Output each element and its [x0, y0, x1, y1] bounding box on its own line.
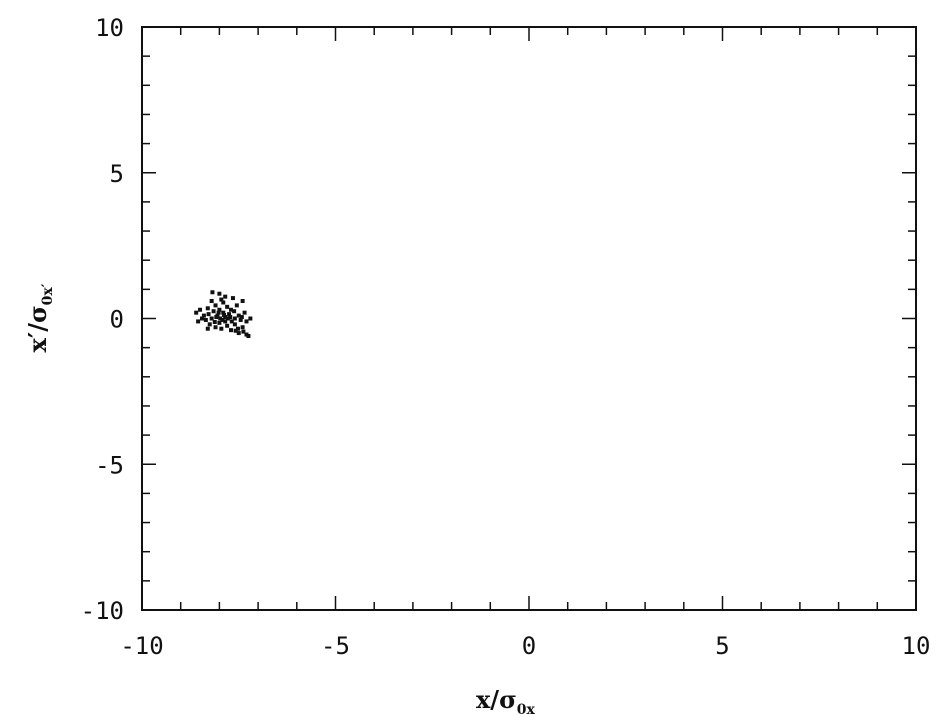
data-point — [206, 312, 211, 317]
data-point — [216, 310, 221, 315]
y-axis-label-main: x′/σ — [23, 305, 52, 352]
x-axis-label: x/σ0x — [476, 685, 536, 718]
data-point — [218, 316, 223, 321]
data-point — [201, 313, 206, 318]
plot-frame — [141, 26, 917, 611]
data-point — [213, 303, 218, 308]
data-point — [232, 316, 237, 321]
data-point — [194, 310, 199, 315]
data-point — [223, 319, 228, 324]
data-point — [219, 326, 224, 331]
data-point — [241, 329, 246, 334]
data-point — [205, 306, 210, 311]
data-points — [194, 290, 253, 338]
data-point — [232, 309, 237, 314]
data-point — [238, 317, 243, 322]
data-point — [209, 299, 214, 304]
data-point — [210, 290, 215, 295]
data-point — [223, 294, 228, 299]
data-point — [240, 299, 245, 304]
data-point — [236, 331, 241, 336]
data-point — [230, 296, 235, 301]
y-tick-label: 10 — [95, 14, 124, 42]
data-point — [203, 317, 208, 322]
y-axis-label-group: x′/σ0x′ — [23, 283, 56, 352]
data-point — [221, 310, 226, 315]
data-point — [236, 313, 241, 318]
y-axis-label-sub: 0x′ — [40, 283, 56, 305]
data-point — [242, 310, 247, 315]
data-point — [225, 304, 230, 309]
data-point — [213, 325, 218, 330]
data-point — [246, 333, 251, 338]
data-point — [244, 319, 249, 324]
data-point — [239, 315, 244, 320]
data-point — [227, 312, 232, 317]
data-point — [229, 319, 234, 324]
data-point — [240, 325, 245, 330]
x-tick-label: -10 — [120, 632, 163, 660]
data-point — [222, 313, 227, 318]
data-point — [228, 315, 233, 320]
x-axis-label-sub: 0x — [517, 702, 536, 718]
x-tick-labels: -10 -5 0 5 10 — [120, 632, 930, 660]
data-point — [235, 326, 240, 331]
data-point — [196, 319, 201, 324]
x-axis-label-main: x/σ — [476, 685, 517, 714]
data-point — [225, 316, 230, 321]
data-point — [232, 322, 237, 327]
data-point — [229, 328, 234, 333]
x-tick-label: 10 — [902, 632, 931, 660]
data-point — [217, 320, 222, 325]
tick-marks — [141, 26, 917, 611]
x-tick-label: -5 — [321, 632, 350, 660]
y-tick-labels: -10 -5 0 5 10 — [81, 14, 124, 625]
data-point — [198, 307, 203, 312]
data-point — [199, 316, 204, 321]
data-point — [225, 323, 230, 328]
data-point — [233, 328, 238, 333]
y-tick-label: -5 — [95, 451, 124, 479]
y-tick-label: -10 — [81, 597, 124, 625]
data-point — [229, 307, 234, 312]
data-point — [220, 317, 225, 322]
y-axis-label: x′/σ0x′ — [23, 283, 56, 352]
data-point — [205, 326, 210, 331]
x-tick-label: 5 — [715, 632, 729, 660]
data-point — [223, 315, 228, 320]
data-point — [221, 300, 226, 305]
data-point — [217, 307, 222, 312]
x-tick-label: 0 — [522, 632, 536, 660]
y-tick-label: 0 — [110, 306, 124, 334]
data-point — [212, 319, 217, 324]
data-point — [214, 315, 219, 320]
y-tick-label: 5 — [110, 160, 124, 188]
data-point — [248, 316, 253, 321]
data-point — [234, 303, 239, 308]
data-point — [217, 291, 222, 296]
data-point — [211, 309, 216, 314]
data-point — [209, 316, 214, 321]
data-point — [219, 297, 224, 302]
data-point — [207, 322, 212, 327]
